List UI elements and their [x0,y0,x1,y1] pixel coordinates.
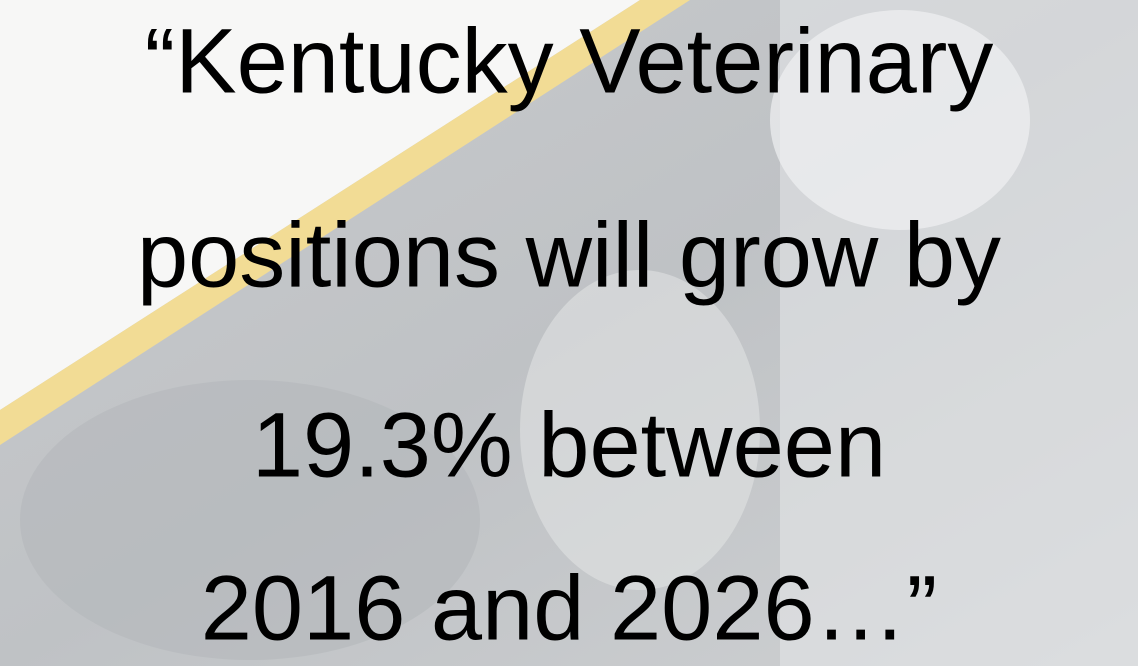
slide: “Kentucky Veterinary positions will grow… [0,0,1138,666]
quote-line: “Kentucky Veterinary [145,10,994,112]
page: {"quote": {"lines": ["\u201cKentucky Vet… [0,0,1138,666]
quote-line: 2016 and 2026…” [201,557,938,659]
quote-line: 19.3% between [252,394,886,496]
quote-line: positions will grow by [137,204,1001,306]
